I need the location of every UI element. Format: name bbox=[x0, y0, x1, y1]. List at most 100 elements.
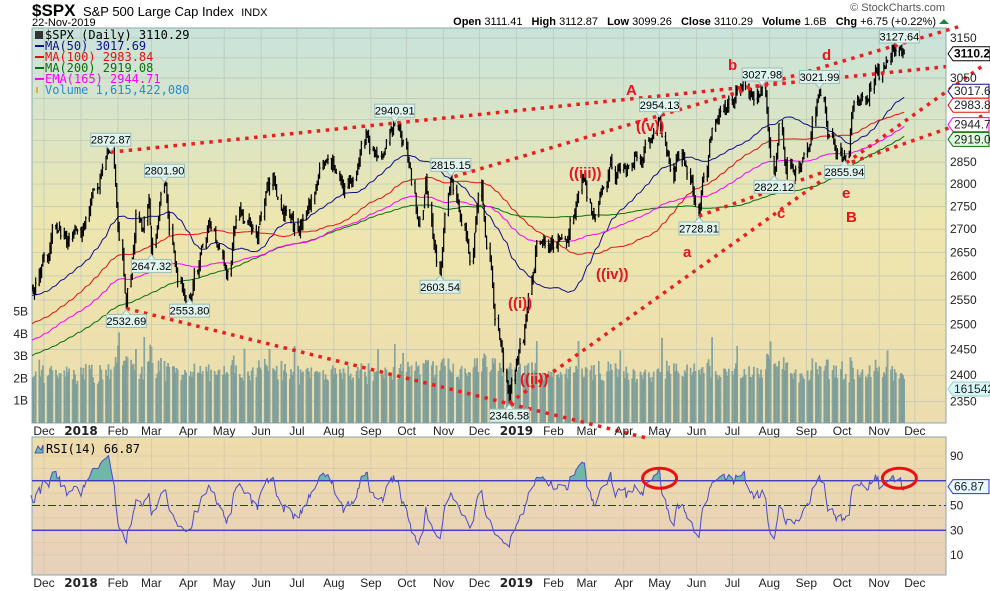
x-axis-label: 2019 bbox=[500, 424, 533, 438]
price-label-pointer bbox=[390, 116, 400, 123]
volume-bar bbox=[168, 367, 171, 423]
price-bar bbox=[93, 188, 96, 191]
x-axis-label: Jul bbox=[725, 576, 740, 590]
price-bar bbox=[869, 81, 872, 92]
volume-bar bbox=[594, 374, 597, 423]
price-bar bbox=[389, 128, 391, 146]
x-axis-label: May bbox=[213, 424, 236, 438]
x-axis-label: Nov bbox=[433, 424, 454, 438]
trendline bbox=[698, 113, 986, 218]
volume-bar bbox=[627, 379, 630, 423]
moving-average-line bbox=[32, 96, 905, 296]
price-label: 3027.98 bbox=[741, 67, 783, 87]
price-bar bbox=[235, 215, 237, 229]
x-axis-label: 2018 bbox=[64, 424, 97, 438]
volume-bar bbox=[535, 341, 538, 423]
volume-axis-label: 1B bbox=[13, 394, 28, 408]
legend: $SPX (Daily) 3110.29 MA(50) 3017.69 MA(1… bbox=[34, 28, 190, 456]
high-value: 3112.87 bbox=[559, 16, 598, 28]
price-bar bbox=[601, 185, 604, 196]
volume-bar bbox=[786, 362, 789, 423]
y-axis-label: 2400 bbox=[950, 368, 977, 382]
chart-date: 22-Nov-2019 bbox=[32, 17, 96, 29]
price-bar bbox=[652, 127, 655, 140]
price-bar bbox=[806, 142, 809, 158]
volume-value: 1.6B bbox=[804, 16, 827, 28]
price-bar bbox=[677, 150, 680, 161]
price-bar bbox=[594, 214, 597, 223]
x-axis-label: Sep bbox=[360, 576, 382, 590]
volume-bar bbox=[143, 337, 146, 423]
x-axis-label: Aug bbox=[759, 424, 780, 438]
price-label-text: 2872.87 bbox=[91, 135, 131, 147]
x-axis-label: Sep bbox=[360, 424, 382, 438]
wave-label: ((iv)) bbox=[596, 266, 629, 283]
price-bar bbox=[377, 155, 379, 159]
price-label-text: 2553.80 bbox=[170, 306, 210, 318]
price-bar bbox=[193, 268, 196, 291]
rsi-highlight-circle bbox=[641, 466, 679, 490]
y-axis-label: 2800 bbox=[950, 177, 977, 191]
volume-bar bbox=[335, 373, 338, 423]
volume-bar bbox=[302, 371, 304, 423]
x-axis-label: Jun bbox=[687, 576, 706, 590]
x-axis-label: Dec bbox=[904, 576, 925, 590]
price-bar bbox=[702, 172, 705, 183]
legend-ema165: EMA(165) 2944.71 bbox=[45, 72, 161, 86]
volume-bar bbox=[427, 360, 429, 423]
x-axis-label: Feb bbox=[543, 424, 564, 438]
trendline bbox=[508, 62, 987, 405]
volume-bar bbox=[861, 369, 864, 423]
price-label-text: 2940.91 bbox=[375, 106, 415, 118]
volume-icon bbox=[36, 87, 38, 93]
price-bar bbox=[861, 91, 864, 102]
volume-bar bbox=[368, 370, 371, 423]
price-bar bbox=[564, 235, 567, 241]
volume-bar bbox=[886, 350, 889, 423]
price-bar bbox=[327, 154, 329, 165]
price-bar bbox=[447, 192, 450, 217]
price-bar bbox=[469, 251, 471, 266]
rsi-lines bbox=[30, 454, 946, 549]
price-bar bbox=[324, 159, 327, 166]
volume-bar bbox=[694, 370, 697, 423]
price-bar bbox=[840, 142, 842, 157]
price-label-pointer bbox=[694, 216, 704, 223]
x-axis-label: Feb bbox=[108, 576, 129, 590]
price-bar bbox=[76, 228, 79, 235]
axes: Dec Dec 2018 2018 Feb Feb Mar Mar Apr Apr May May Ju… bbox=[13, 31, 977, 590]
volume-bar bbox=[85, 364, 87, 423]
close-value: 3110.29 bbox=[714, 16, 753, 28]
volume-bar bbox=[561, 374, 563, 423]
volume-bar bbox=[252, 367, 254, 423]
volume-bar bbox=[619, 350, 622, 423]
price-label-text: 2346.58 bbox=[489, 411, 529, 423]
price-bar bbox=[610, 153, 613, 170]
price-bar bbox=[226, 269, 229, 281]
price-bar bbox=[310, 194, 313, 213]
price-label-text: 3027.98 bbox=[742, 69, 782, 81]
y-axis-label: 2750 bbox=[950, 199, 977, 213]
volume-bar bbox=[527, 363, 530, 423]
volume-bar bbox=[101, 379, 104, 423]
volume-bar bbox=[895, 372, 897, 423]
index-name: S&P 500 Large Cap Index bbox=[83, 4, 234, 19]
price-bar bbox=[59, 225, 62, 240]
price-bar bbox=[552, 238, 555, 253]
legend-price: $SPX (Daily) 3110.29 bbox=[45, 28, 190, 42]
y-axis-label: 3050 bbox=[950, 71, 977, 85]
volume-bar bbox=[193, 363, 196, 423]
price-bar bbox=[452, 178, 455, 195]
price-bar bbox=[418, 216, 421, 228]
price-bar bbox=[176, 267, 179, 288]
y-axis-label: 2700 bbox=[950, 222, 977, 236]
price-label-pointer bbox=[446, 171, 456, 178]
price-bar bbox=[756, 88, 759, 105]
wave-label: A bbox=[626, 82, 637, 99]
price-bar bbox=[360, 140, 363, 156]
price-label-text: 2801.90 bbox=[145, 166, 185, 178]
x-axis-label: Mar bbox=[576, 576, 597, 590]
price-bar bbox=[422, 209, 425, 221]
price-label-text: 2954.13 bbox=[640, 100, 680, 112]
volume-axis-label: 3B bbox=[13, 349, 28, 363]
